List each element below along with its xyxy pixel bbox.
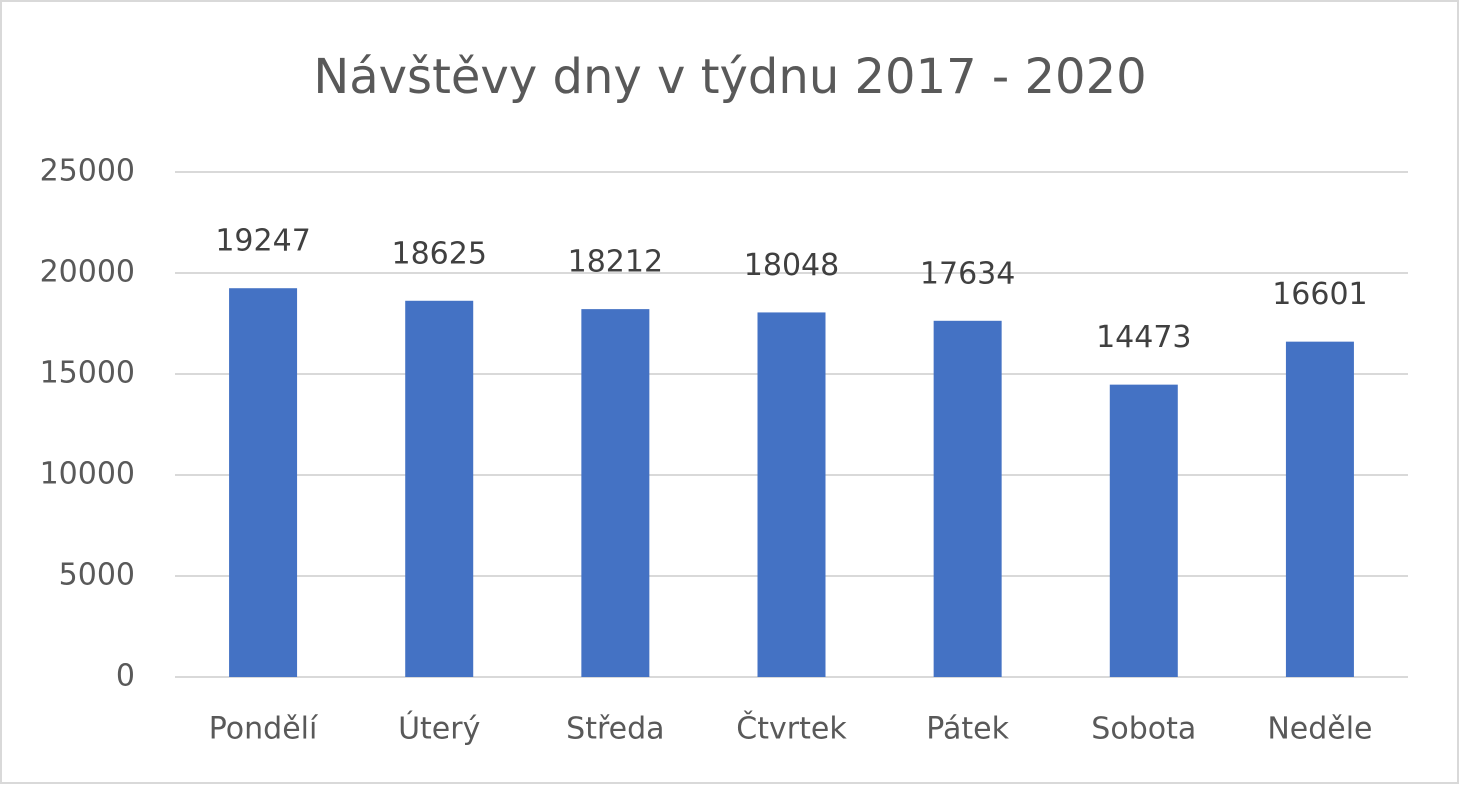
data-label: 18212 (568, 245, 663, 280)
x-tick-label: Neděle (1267, 712, 1372, 747)
x-tick-label: Pátek (926, 712, 1009, 747)
x-tick-label: Úterý (398, 710, 480, 747)
data-label: 18048 (744, 248, 839, 283)
bar (1109, 384, 1178, 677)
bar (1285, 341, 1354, 677)
x-tick-label: Středa (566, 712, 664, 747)
data-label: 17634 (920, 256, 1015, 291)
bar (581, 309, 650, 677)
y-tick-label: 5000 (59, 558, 135, 593)
bar (757, 312, 826, 677)
y-tick-label: 25000 (40, 154, 135, 189)
bar (405, 300, 474, 677)
x-tick-label: Sobota (1091, 712, 1196, 747)
data-label: 16601 (1272, 277, 1367, 312)
data-label: 18625 (391, 236, 486, 271)
x-tick-label: Čtvrtek (736, 710, 847, 747)
x-tick-label: Pondělí (209, 712, 319, 747)
y-tick-label: 15000 (40, 356, 135, 391)
y-tick-label: 10000 (40, 457, 135, 492)
data-label: 19247 (215, 224, 310, 259)
bar (229, 288, 298, 677)
y-tick-label: 0 (116, 659, 135, 694)
y-tick-label: 20000 (40, 255, 135, 290)
bar (933, 320, 1002, 677)
chart-title: Návštěvy dny v týdnu 2017 - 2020 (313, 49, 1146, 105)
data-label: 14473 (1096, 320, 1191, 355)
